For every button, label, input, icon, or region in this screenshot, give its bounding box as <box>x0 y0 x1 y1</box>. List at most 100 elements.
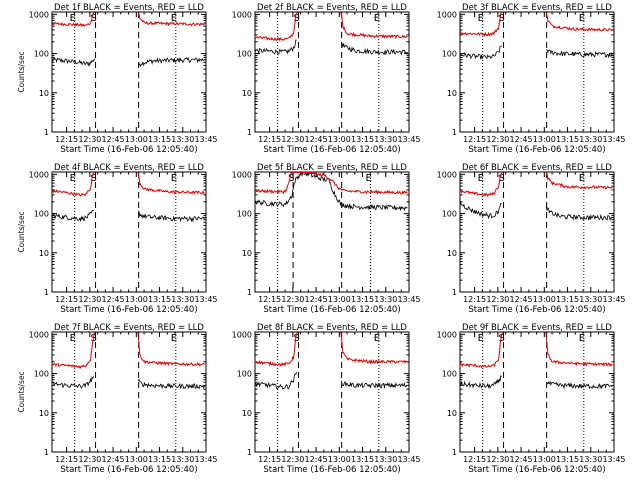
x-tick-label: 13:45 <box>397 455 420 464</box>
x-tick-label: 13:45 <box>602 455 625 464</box>
x-tick-label: 12:45 <box>102 455 125 464</box>
x-tick-label: 12:45 <box>305 295 328 304</box>
events-series-line <box>545 48 613 59</box>
detector-panel: Det 7f BLACK = Events, RED = LLD 1 10 100 10… <box>17 323 218 475</box>
y-tick-label: 100 <box>442 50 457 59</box>
x-tick-label: 12:45 <box>305 455 328 464</box>
x-tick-label: 12:15 <box>463 295 486 304</box>
x-tick-label: 13:30 <box>374 455 397 464</box>
panel-title: Det 2f BLACK = Events, RED = LLD <box>257 3 407 13</box>
events-series-line <box>137 378 205 390</box>
marker-label: E <box>374 333 380 344</box>
marker-label: E <box>579 13 585 24</box>
y-tick-label: 1000 <box>29 170 49 179</box>
x-tick-label: 12:30 <box>78 135 101 144</box>
y-tick-label: 1000 <box>437 170 457 179</box>
x-tick-label: 13:30 <box>171 135 194 144</box>
panel-title: Det 7f BLACK = Events, RED = LLD <box>54 323 204 333</box>
marker-label: S <box>499 13 505 24</box>
lld-series-line <box>340 332 408 365</box>
x-tick-label: 13:15 <box>556 455 579 464</box>
y-tick-label: 1 <box>247 128 252 137</box>
x-axis-label: Start Time (16-Feb-06 12:05:40) <box>263 145 400 155</box>
x-tick-label: 13:00 <box>328 295 351 304</box>
x-tick-label: 12:15 <box>258 135 281 144</box>
y-tick-label: 10 <box>447 249 457 258</box>
y-tick-label: 10 <box>39 409 49 418</box>
y-tick-label: 1 <box>44 448 49 457</box>
x-tick-label: 13:30 <box>579 295 602 304</box>
y-axis-label: Counts/sec <box>17 371 26 412</box>
y-tick-label: 1000 <box>29 10 49 19</box>
panel-title: Det 1f BLACK = Events, RED = LLD <box>54 3 204 13</box>
x-tick-label: 12:45 <box>102 135 125 144</box>
events-series-line <box>254 171 408 212</box>
x-tick-label: 12:30 <box>78 455 101 464</box>
y-tick-label: 10 <box>39 249 49 258</box>
x-tick-label: 12:30 <box>281 455 304 464</box>
x-tick-label: 13:00 <box>125 455 148 464</box>
y-tick-label: 10 <box>39 89 49 98</box>
y-tick-label: 1 <box>452 448 457 457</box>
x-axis-label: Start Time (16-Feb-06 12:05:40) <box>263 465 400 475</box>
x-axis-label: Start Time (16-Feb-06 12:05:40) <box>60 305 197 315</box>
y-tick-label: 1 <box>44 128 49 137</box>
marker-label: E <box>579 173 585 184</box>
marker-label: E <box>478 13 484 24</box>
y-tick-label: 1 <box>247 288 252 297</box>
x-tick-label: 12:30 <box>486 295 509 304</box>
x-tick-label: 12:15 <box>463 135 486 144</box>
x-tick-label: 12:45 <box>305 135 328 144</box>
detector-panel: Det 1f BLACK = Events, RED = LLD 1 10 100 10… <box>17 3 218 155</box>
panel-title: Det 8f BLACK = Events, RED = LLD <box>257 323 407 333</box>
marker-label: S <box>294 13 300 24</box>
x-tick-label: 12:15 <box>55 135 78 144</box>
x-tick-label: 13:00 <box>328 455 351 464</box>
x-tick-label: 12:15 <box>55 455 78 464</box>
x-tick-label: 12:45 <box>510 455 533 464</box>
x-tick-label: 13:00 <box>533 455 556 464</box>
x-tick-label: 13:15 <box>148 295 171 304</box>
y-tick-label: 100 <box>237 210 252 219</box>
y-tick-label: 10 <box>447 89 457 98</box>
panel-title: Det 3f BLACK = Events, RED = LLD <box>462 3 612 13</box>
marker-label: E <box>70 333 76 344</box>
marker-label: E <box>171 333 177 344</box>
events-series-line <box>254 39 297 55</box>
x-tick-label: 13:15 <box>148 455 171 464</box>
y-tick-label: 1000 <box>437 10 457 19</box>
lld-series-line <box>51 172 96 197</box>
marker-label: S <box>91 13 97 24</box>
events-series-line <box>459 201 502 220</box>
marker-label: E <box>374 13 380 24</box>
x-tick-label: 13:00 <box>125 295 148 304</box>
x-tick-label: 12:30 <box>486 455 509 464</box>
detector-panel: Det 3f BLACK = Events, RED = LLD 1 10 100 10… <box>437 3 626 155</box>
detector-panel: Det 8f BLACK = Events, RED = LLD 1 10 100 10… <box>232 323 421 475</box>
y-tick-label: 1000 <box>437 330 457 339</box>
x-tick-label: 12:45 <box>510 295 533 304</box>
events-series-line <box>137 210 205 223</box>
panel-title: Det 6f BLACK = Events, RED = LLD <box>462 163 612 173</box>
x-axis-label: Start Time (16-Feb-06 12:05:40) <box>468 145 605 155</box>
marker-label: S <box>499 173 505 184</box>
panel-title: Det 4f BLACK = Events, RED = LLD <box>54 163 204 173</box>
y-tick-label: 1 <box>247 448 252 457</box>
x-tick-label: 13:30 <box>171 295 194 304</box>
events-series-line <box>51 376 94 389</box>
y-tick-label: 10 <box>242 409 252 418</box>
panel-title: Det 5f BLACK = Events, RED = LLD <box>257 163 407 173</box>
x-tick-label: 13:00 <box>533 295 556 304</box>
lld-series-line <box>254 332 299 367</box>
x-tick-label: 12:15 <box>258 455 281 464</box>
x-tick-label: 13:15 <box>556 295 579 304</box>
events-series-line <box>545 205 613 222</box>
events-series-line <box>137 56 205 68</box>
marker-label: E <box>579 333 585 344</box>
x-tick-label: 13:00 <box>125 135 148 144</box>
detector-panel: Det 2f BLACK = Events, RED = LLD 1 10 100 10… <box>232 3 421 155</box>
y-tick-label: 1000 <box>29 330 49 339</box>
y-tick-label: 1000 <box>232 10 252 19</box>
y-tick-label: 100 <box>442 370 457 379</box>
y-axis-label: Counts/sec <box>17 51 26 92</box>
